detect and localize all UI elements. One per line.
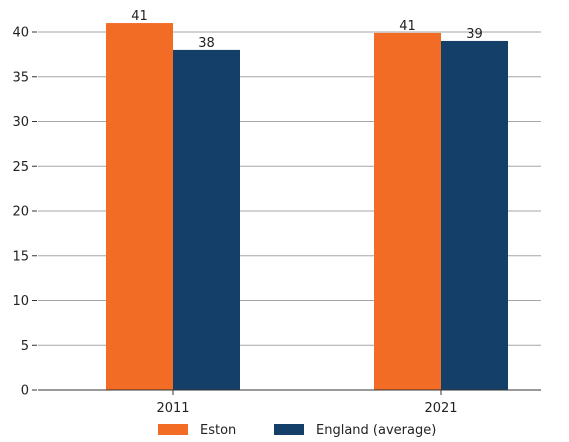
y-tick-label: 15 [12, 249, 29, 264]
data-label: 41 [399, 19, 416, 34]
x-tick-label: 2021 [424, 401, 457, 416]
data-label: 39 [466, 27, 483, 42]
y-tick-label: 30 [12, 115, 29, 130]
data-label: 38 [198, 36, 215, 51]
legend-label: England (average) [316, 423, 436, 438]
data-labels: 41 38 41 39 [131, 9, 483, 51]
x-tick-label: 2011 [156, 401, 189, 416]
legend-label: Eston [200, 423, 236, 438]
y-tick-label: 0 [21, 384, 29, 399]
y-tick-label: 25 [12, 160, 29, 175]
axes: 0 5 10 15 20 25 30 35 40 2011 2021 [12, 26, 541, 416]
bar [173, 49, 240, 391]
y-tick-label: 40 [12, 26, 29, 41]
y-tick-label: 20 [12, 205, 29, 220]
legend-swatch [158, 424, 188, 435]
y-tick-label: 35 [12, 70, 29, 85]
legend-swatch [274, 424, 304, 435]
bar [441, 40, 508, 390]
data-label: 41 [131, 9, 148, 24]
y-tick-label: 10 [12, 294, 29, 309]
bar [106, 23, 173, 391]
legend: Eston England (average) [158, 423, 436, 438]
bars [106, 23, 508, 391]
bar [374, 32, 441, 391]
y-tick-label: 5 [21, 339, 29, 354]
